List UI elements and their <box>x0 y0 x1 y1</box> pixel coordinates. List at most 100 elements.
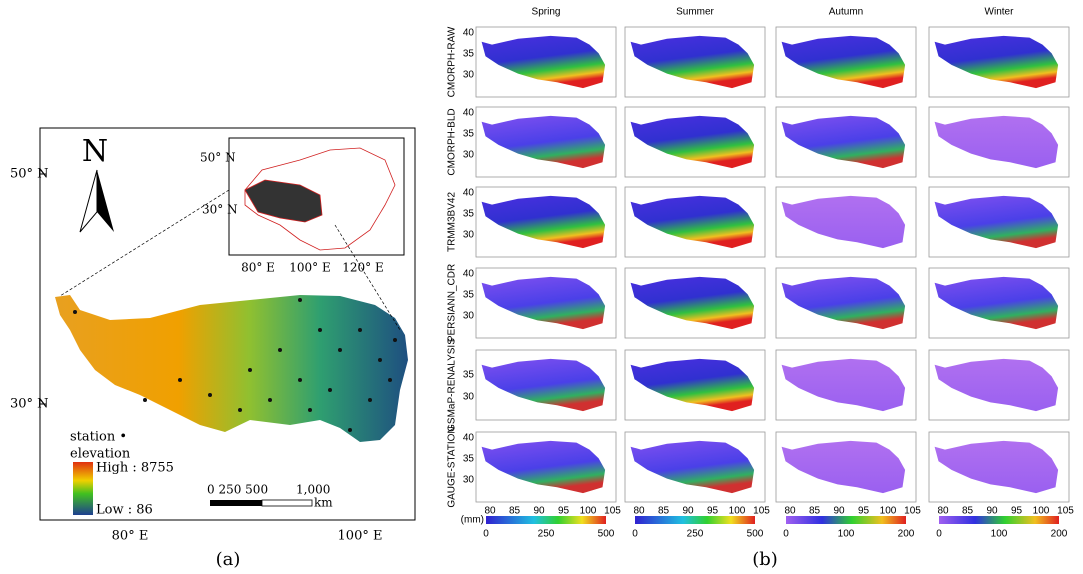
legend-elevation: elevation <box>70 447 131 462</box>
product-label: TRMM3BV42 <box>447 192 458 252</box>
inset-lat-label: 50° N <box>200 151 236 165</box>
y-tick-label: 30 <box>463 475 475 486</box>
y-tick-label: 30 <box>463 392 475 403</box>
y-tick-label: 35 <box>463 290 475 301</box>
product-label: GSMaP-RENALYSIS <box>447 338 458 432</box>
x-tick-label: 80 <box>633 506 645 517</box>
precip-map <box>630 276 755 330</box>
colorbar-tick: 250 <box>538 529 555 540</box>
precip-map <box>630 358 755 412</box>
x-tick-label: 85 <box>809 506 821 517</box>
precip-map <box>481 35 606 89</box>
x-tick-label: 95 <box>1011 506 1023 517</box>
season-header: Autumn <box>829 7 863 18</box>
leader-line <box>59 189 230 297</box>
panel-a: 50° N 30° N 80° E 100° E N 50° N 30° N 8… <box>10 127 416 570</box>
x-tick-label: 80 <box>484 506 496 517</box>
stations <box>73 298 397 432</box>
product-label: GAUGE-STATION <box>447 426 458 507</box>
legend-high: High : 8755 <box>96 461 174 476</box>
precip-map <box>481 358 606 412</box>
colorbar-tick: 0 <box>936 529 942 540</box>
precip-map <box>481 115 606 169</box>
colorbar-tick: 500 <box>598 529 615 540</box>
elevation-colorbar <box>73 462 93 515</box>
x-tick-label: 100 <box>580 506 597 517</box>
y-tick-label: 35 <box>463 49 475 60</box>
precip-map <box>934 195 1059 249</box>
y-tick-label: 35 <box>463 209 475 220</box>
lon-label: 80° E <box>112 529 149 544</box>
scale-label: 1,000 <box>296 483 330 497</box>
inset-lon-label: 80° E <box>241 261 275 275</box>
scale-unit: km <box>314 496 333 510</box>
precip-map <box>934 440 1059 494</box>
product-label: CMORPH-BLD <box>447 108 458 175</box>
colorbar-tick: 100 <box>838 529 855 540</box>
x-tick-label: 95 <box>858 506 870 517</box>
precip-map <box>630 115 755 169</box>
precip-map <box>630 440 755 494</box>
colorbar <box>635 516 755 524</box>
y-tick-label: 40 <box>463 188 475 199</box>
colorbar-tick: 250 <box>687 529 704 540</box>
x-tick-label: 80 <box>784 506 796 517</box>
x-tick-label: 80 <box>937 506 949 517</box>
x-tick-label: 90 <box>833 506 845 517</box>
lat-label: 50° N <box>10 167 49 182</box>
lon-label: 100° E <box>338 529 383 544</box>
colorbar-tick: 0 <box>783 529 789 540</box>
colorbar-tick: 200 <box>1051 529 1068 540</box>
precip-map <box>781 358 906 412</box>
y-tick-label: 35 <box>463 454 475 465</box>
colorbar-tick: 200 <box>898 529 915 540</box>
lat-label: 30° N <box>10 397 49 412</box>
x-tick-label: 105 <box>904 506 921 517</box>
precip-map <box>781 440 906 494</box>
y-tick-label: 30 <box>463 311 475 322</box>
north-arrow <box>97 170 114 232</box>
x-tick-label: 90 <box>682 506 694 517</box>
china-outline <box>244 147 396 251</box>
x-tick-label: 95 <box>558 506 570 517</box>
scale-bar <box>261 499 313 507</box>
x-tick-label: 100 <box>880 506 897 517</box>
inset-lat-label: 30° N <box>202 203 238 217</box>
inset-lon-label: 100° E <box>289 261 330 275</box>
colorbar-tick: 0 <box>483 529 489 540</box>
precip-map <box>934 358 1059 412</box>
precip-map <box>481 195 606 249</box>
legend-station: station • <box>70 430 127 445</box>
x-tick-label: 105 <box>1057 506 1074 517</box>
inset-lon-label: 120° E <box>342 261 383 275</box>
colorbar <box>486 516 606 524</box>
season-header: Spring <box>532 7 561 18</box>
colorbar-tick: 500 <box>747 529 764 540</box>
caption: (b) <box>752 549 778 570</box>
precip-map <box>781 115 906 169</box>
precip-map <box>934 276 1059 330</box>
colorbar-tick: 100 <box>991 529 1008 540</box>
precip-map <box>481 440 606 494</box>
colorbar <box>786 516 906 524</box>
colorbar-unit: (mm) <box>461 515 484 526</box>
y-tick-label: 30 <box>463 230 475 241</box>
panel-b: Spring Summer Autumn Winter CMORPH-RAW 40 35 30… <box>447 7 1075 570</box>
legend-low: Low : 86 <box>96 503 153 518</box>
y-tick-label: 30 <box>463 150 475 161</box>
x-tick-label: 105 <box>753 506 770 517</box>
precip-map <box>781 35 906 89</box>
scale-bar <box>210 500 262 506</box>
y-tick-label: 35 <box>463 370 475 381</box>
colorbar-tick: 0 <box>632 529 638 540</box>
leader-line <box>334 224 401 331</box>
product-label: PERSIANN_CDR <box>447 264 458 342</box>
y-tick-label: 40 <box>463 108 475 119</box>
y-tick-label: 40 <box>463 433 475 444</box>
precip-map <box>934 35 1059 89</box>
product-label: CMORPH-RAW <box>447 26 458 97</box>
precip-map <box>934 115 1059 169</box>
caption: (a) <box>216 549 241 570</box>
north-label: N <box>82 134 108 169</box>
